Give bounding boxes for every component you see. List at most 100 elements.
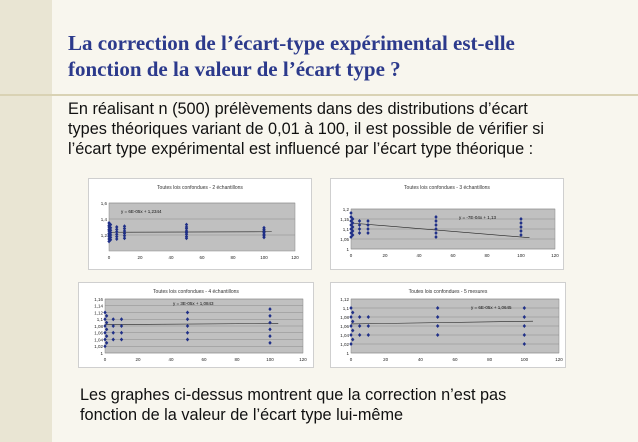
- data-point: [351, 319, 355, 324]
- y-tick-label: 1,15: [340, 217, 349, 222]
- x-tick-label: 60: [450, 253, 456, 258]
- y-tick-label: 1,1: [343, 227, 350, 232]
- y-tick-label: 1,2: [101, 233, 108, 238]
- y-tick-label: 1,16: [94, 297, 103, 302]
- y-tick-label: 1,14: [94, 304, 103, 309]
- data-point: [108, 230, 113, 235]
- data-point: [111, 324, 115, 328]
- data-point: [366, 223, 370, 227]
- chart-panel-3-samples: Toutes lois confondues - 3 échantillons 1…: [330, 178, 564, 270]
- x-tick-label: 120: [551, 253, 559, 258]
- x-tick-label: 60: [201, 357, 207, 362]
- data-point: [435, 306, 440, 310]
- y-tick-label: 1,04: [340, 333, 349, 338]
- x-tick-label: 0: [350, 253, 353, 258]
- chart-title: Toutes lois confondues - 2 échantillons: [157, 185, 243, 191]
- data-point: [108, 235, 113, 240]
- x-tick-label: 100: [266, 357, 274, 362]
- y-tick-label: 1,08: [94, 324, 103, 329]
- data-point: [366, 231, 370, 235]
- data-point: [351, 328, 355, 333]
- data-point: [122, 231, 127, 236]
- data-point: [111, 330, 115, 335]
- x-tick-label: 80: [234, 357, 240, 362]
- data-point: [268, 313, 272, 318]
- data-point: [519, 217, 523, 221]
- data-point: [104, 313, 109, 318]
- data-point: [108, 225, 113, 230]
- data-point: [268, 320, 272, 325]
- y-tick-label: 1: [346, 247, 349, 252]
- slide-title-line-2: fonction de la valeur de l’écart type ?: [68, 57, 401, 81]
- data-point: [366, 219, 370, 223]
- data-point: [108, 222, 113, 227]
- data-point: [366, 333, 371, 337]
- data-point: [357, 315, 362, 319]
- x-tick-label: 20: [135, 357, 141, 362]
- title-divider: [0, 94, 638, 96]
- data-point: [268, 334, 272, 339]
- conclusion-line-1: Les graphes ci-dessus montrent que la co…: [80, 386, 507, 404]
- x-tick-label: 20: [137, 255, 143, 260]
- data-point: [366, 324, 371, 328]
- data-point: [115, 232, 119, 237]
- data-point: [357, 223, 362, 227]
- x-tick-label: 80: [484, 253, 490, 258]
- data-point: [349, 324, 353, 328]
- x-tick-label: 0: [104, 357, 107, 362]
- data-point: [366, 227, 370, 231]
- data-point: [262, 225, 266, 230]
- data-point: [357, 231, 362, 235]
- y-tick-label: 1: [346, 351, 349, 356]
- data-point: [119, 324, 124, 328]
- x-tick-label: 40: [416, 253, 422, 258]
- data-point: [122, 229, 127, 233]
- data-point: [357, 333, 362, 337]
- chart-3-samples-svg: Toutes lois confondues - 3 échantillons 1…: [340, 185, 559, 258]
- chart-title: Toutes lois confondues - 5 mesures: [409, 289, 488, 295]
- x-tick-label: 120: [291, 255, 299, 260]
- data-point: [122, 233, 127, 238]
- x-tick-label: 20: [382, 253, 388, 258]
- y-tick-label: 1,6: [101, 201, 108, 206]
- data-point: [357, 219, 362, 223]
- data-point: [351, 337, 355, 342]
- data-point: [122, 236, 127, 241]
- data-point: [435, 324, 440, 328]
- data-point: [107, 239, 111, 244]
- y-tick-label: 1,1: [343, 306, 350, 311]
- y-tick-label: 1: [100, 351, 103, 356]
- trend-equation: y = 6E-05x + 1,2344: [121, 209, 162, 214]
- data-point: [108, 228, 113, 233]
- data-point: [349, 215, 353, 219]
- data-point: [349, 231, 353, 235]
- trend-equation: y = 6E-05x + 1,0645: [471, 305, 512, 310]
- trend-equation: y = 3E-05x + 1,0843: [173, 301, 214, 306]
- data-point: [434, 219, 438, 223]
- trend-line: [108, 231, 272, 233]
- x-tick-label: 40: [418, 357, 424, 362]
- data-point: [104, 340, 109, 345]
- y-tick-label: 1,06: [340, 324, 349, 329]
- side-decoration-bar: [0, 0, 52, 442]
- data-point: [351, 310, 355, 315]
- chart-panel-5-measures: Toutes lois confondues - 5 mesures 1 1,02 1…: [330, 282, 566, 368]
- data-point: [351, 229, 355, 233]
- data-point: [351, 221, 355, 225]
- data-point: [104, 327, 109, 332]
- x-tick-label: 100: [521, 357, 529, 362]
- y-tick-label: 1,2: [343, 207, 350, 212]
- data-point: [519, 221, 523, 225]
- data-point: [104, 320, 109, 325]
- data-point: [268, 340, 272, 345]
- data-point: [349, 315, 353, 319]
- data-point: [349, 219, 353, 223]
- data-point: [357, 324, 362, 328]
- x-tick-label: 100: [517, 253, 525, 258]
- data-point: [122, 226, 127, 231]
- chart-title: Toutes lois confondues - 3 échantillons: [404, 185, 490, 191]
- data-point: [435, 333, 440, 337]
- chart-panel-2-samples: Toutes lois confondues - 2 échantillons 1…: [88, 178, 312, 270]
- data-point: [115, 234, 119, 239]
- data-point: [519, 233, 523, 237]
